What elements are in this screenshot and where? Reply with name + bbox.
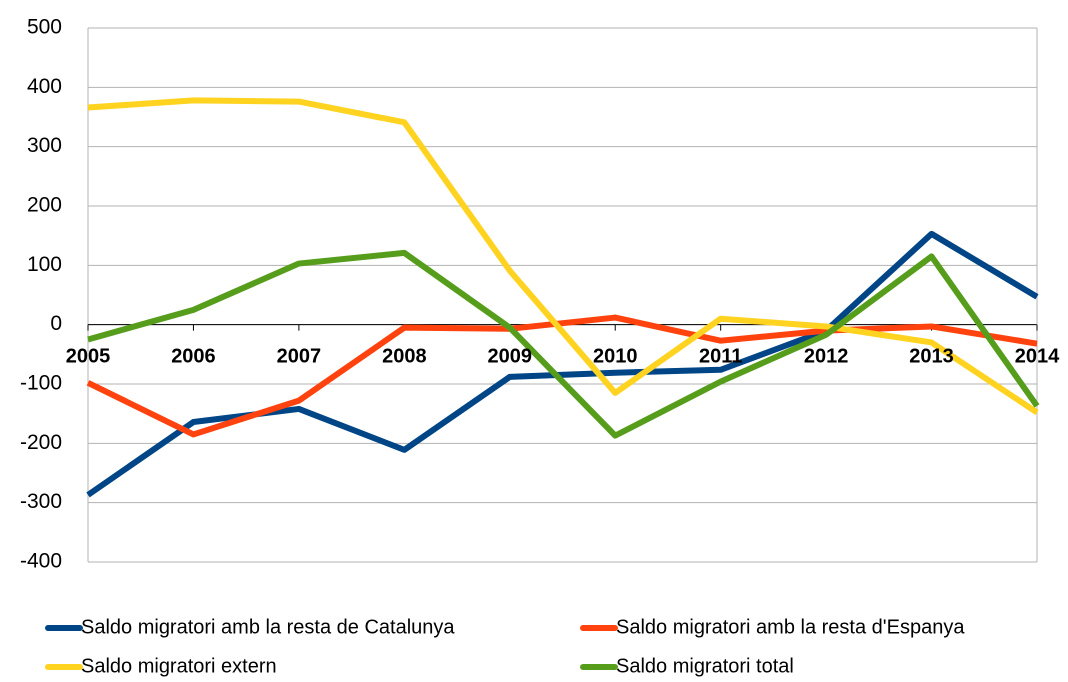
x-tick-label: 2013 <box>909 345 954 367</box>
y-tick-label: -200 <box>20 431 62 454</box>
series-line <box>87 249 1040 439</box>
y-tick-label: -100 <box>20 372 62 395</box>
x-tick-label: 2008 <box>382 345 427 367</box>
y-tick-label: -300 <box>20 490 62 513</box>
y-tick-label: 100 <box>27 253 62 276</box>
x-tick-label: 2006 <box>171 345 216 367</box>
y-tick-label: 500 <box>27 16 62 39</box>
y-tick-label: 200 <box>27 194 62 217</box>
x-tick-label: 2011 <box>699 345 742 367</box>
series-line <box>87 97 1039 415</box>
y-tick-label: 300 <box>27 134 62 157</box>
legend-label: Saldo migratori amb la resta d'Espanya <box>616 616 965 638</box>
series-line <box>86 230 1039 498</box>
legend-label: Saldo migratori total <box>616 655 794 677</box>
legend-label: Saldo migratori extern <box>81 655 277 677</box>
x-tick-label: 2014 <box>1015 345 1060 367</box>
y-tick-label: 400 <box>27 75 62 98</box>
x-tick-label: 2005 <box>66 345 111 367</box>
y-tick-label: -400 <box>20 550 62 573</box>
y-tick-label: 0 <box>50 312 62 335</box>
x-tick-label: 2009 <box>488 345 533 367</box>
x-tick-label: 2010 <box>593 345 638 367</box>
legend-label: Saldo migratori amb la resta de Cataluny… <box>81 616 455 638</box>
x-tick-label: 2012 <box>804 345 849 367</box>
x-tick-label: 2007 <box>277 345 322 367</box>
series-line <box>86 314 1038 438</box>
